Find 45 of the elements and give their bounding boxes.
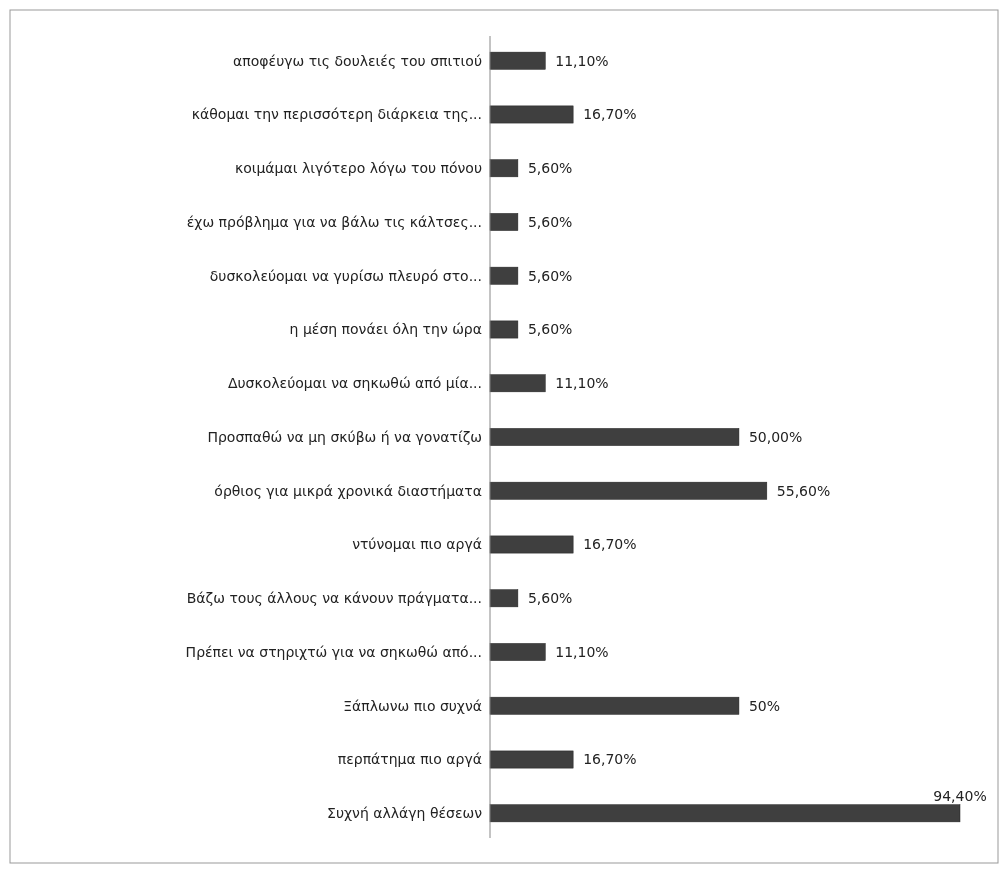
- y-tick-label: αποφέυγω τις δουλειές του σπιτιού: [233, 52, 482, 69]
- data-label: 50,00%: [748, 428, 803, 445]
- data-label: 11,10%: [555, 375, 609, 392]
- y-tick-label: η μέση πονάει όλη την ώρα: [289, 321, 482, 338]
- bar: [489, 105, 574, 124]
- data-label: 5,60%: [527, 213, 573, 230]
- data-label: 16,70%: [583, 106, 637, 123]
- bar: [489, 804, 961, 823]
- y-tick-label: ντύνομαι πιο αργά: [352, 536, 482, 553]
- bar: [489, 750, 574, 769]
- data-label: 5,60%: [527, 590, 573, 607]
- data-label: 5,60%: [527, 160, 573, 177]
- data-label: 55,60%: [776, 482, 831, 499]
- y-tick-label: Ξάπλωνω πιο συχνά: [343, 697, 482, 714]
- y-tick-label: Βάζω τους άλλους να κάνουν πράγματα...: [186, 590, 482, 607]
- y-tick-label: κάθομαι την περισσότερη διάρκεια της...: [191, 106, 482, 123]
- y-tick-label: όρθιος για μικρά χρονικά διαστήματα: [214, 482, 482, 499]
- bar: [489, 320, 519, 339]
- data-label: 5,60%: [527, 267, 573, 284]
- bar: [489, 374, 546, 393]
- y-tick-label: Συχνή αλλάγη θέσεων: [327, 805, 483, 822]
- data-label: 16,70%: [583, 751, 637, 768]
- bar: [489, 159, 519, 178]
- bar: [489, 428, 740, 446]
- y-tick-label: Πρέπει να στηριχτώ για να σηκωθώ από...: [185, 643, 482, 660]
- bar: [489, 589, 519, 608]
- data-label: 5,60%: [527, 321, 573, 338]
- y-tick-label: Δυσκολεύομαι να σηκωθώ από μία...: [227, 375, 482, 392]
- data-label: 11,10%: [555, 52, 609, 69]
- y-tick-label: δυσκολεύομαι να γυρίσω πλευρό στο...: [209, 267, 482, 284]
- bar: [489, 213, 519, 231]
- y-tick-label: περπάτημα πιο αργά: [337, 751, 482, 768]
- data-label: 11,10%: [555, 643, 609, 660]
- bar: [489, 481, 768, 500]
- y-tick-label: κοιμάμαι λιγότερο λόγω του πόνου: [234, 160, 482, 177]
- bar: [489, 535, 574, 554]
- data-label: 94,40%: [933, 787, 987, 804]
- y-tick-label: έχω πρόβλημα για να βάλω τις κάλτσες...: [186, 213, 482, 230]
- data-label: 16,70%: [583, 536, 637, 553]
- bar: [489, 51, 546, 70]
- bar: [489, 643, 546, 661]
- bar: [489, 696, 740, 715]
- y-tick-label: Προσπαθώ να μη σκύβω ή να γονατίζω: [207, 428, 482, 445]
- bar: [489, 266, 519, 285]
- data-label: 50%: [748, 697, 781, 714]
